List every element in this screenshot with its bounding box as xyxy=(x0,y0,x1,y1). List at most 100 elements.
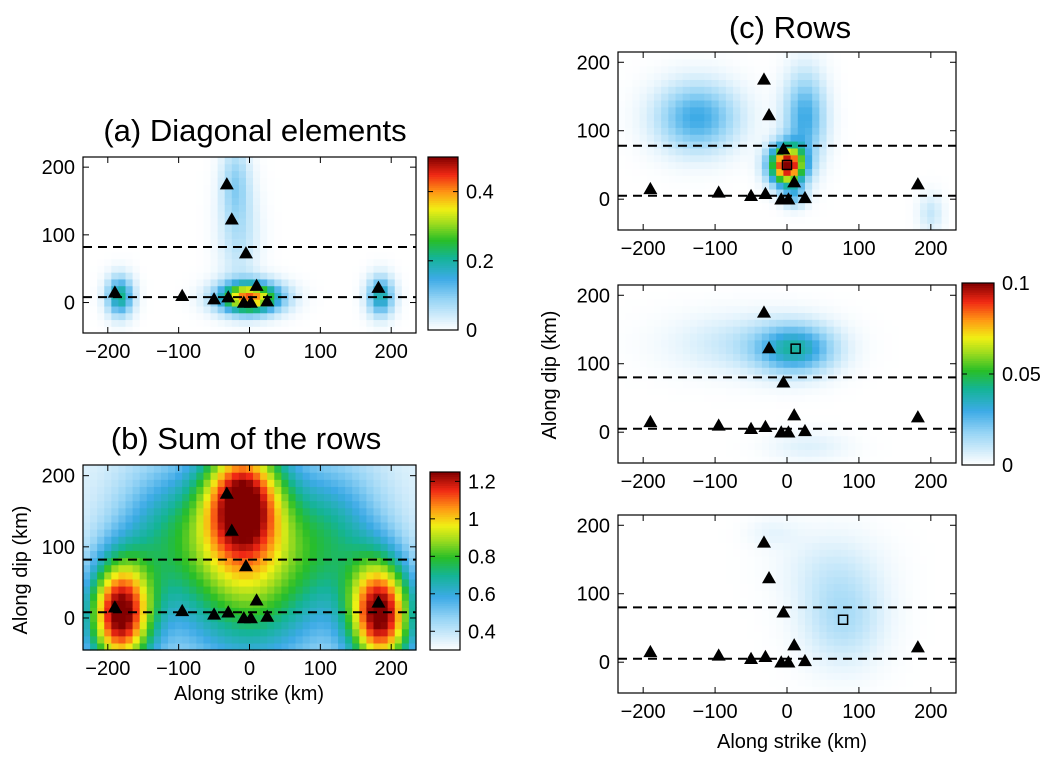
heatmap-cell xyxy=(675,449,684,457)
heatmap-cell xyxy=(281,521,290,530)
heatmap-cell xyxy=(210,238,219,246)
heatmap-cell xyxy=(295,550,304,559)
heatmap-cell xyxy=(345,177,353,185)
heatmap-cell xyxy=(912,65,921,74)
heatmap-cell xyxy=(682,305,691,313)
heatmap-cell xyxy=(725,79,734,87)
heatmap-cell xyxy=(697,312,705,320)
heatmap-cell xyxy=(898,435,907,444)
heatmap-cell xyxy=(394,500,403,509)
heatmap-cell xyxy=(689,428,698,437)
heatmap-cell xyxy=(260,177,268,185)
heatmap-cell xyxy=(104,231,112,239)
heatmap-cell xyxy=(146,536,155,544)
heatmap-cell xyxy=(862,113,871,122)
heatmap-cell xyxy=(797,312,806,320)
heatmap-cell xyxy=(769,161,777,169)
heatmap-cell xyxy=(761,456,770,464)
heatmap-cell xyxy=(718,52,727,60)
heatmap-cell xyxy=(175,507,183,516)
heatmap-cell xyxy=(884,374,892,382)
heatmap-cell xyxy=(401,529,410,537)
heatmap-cell xyxy=(90,642,98,651)
heatmap-cell xyxy=(826,360,835,368)
heatmap-cell xyxy=(196,543,205,551)
heatmap-cell xyxy=(146,578,155,587)
heatmap-cell xyxy=(394,157,403,165)
heatmap-cell xyxy=(812,168,820,176)
heatmap-cell xyxy=(380,578,389,587)
heatmap-cell xyxy=(316,238,325,246)
heatmap-cell xyxy=(689,161,698,169)
heatmap-cell xyxy=(927,291,936,300)
heatmap-cell xyxy=(783,319,792,327)
heatmap-cell xyxy=(718,291,727,300)
heatmap-cell xyxy=(661,120,669,128)
heatmap-cell xyxy=(338,211,346,219)
heatmap-cell xyxy=(288,292,297,300)
heatmap-cell xyxy=(394,557,403,566)
heatmap-cell xyxy=(380,251,389,260)
heatmap-cell xyxy=(309,500,318,509)
heatmap-cell xyxy=(175,493,183,502)
heatmap-cell xyxy=(295,231,304,239)
heatmap-cell xyxy=(182,564,190,573)
heatmap-cell xyxy=(153,550,162,559)
heatmap-cell xyxy=(761,394,770,402)
heatmap-cell xyxy=(819,65,828,74)
heatmap-cell xyxy=(168,170,176,178)
heatmap-cell xyxy=(189,292,197,300)
station-triangle xyxy=(260,609,275,622)
heatmap-cell xyxy=(725,449,734,457)
heatmap-cell xyxy=(401,245,410,253)
station-triangle xyxy=(776,142,791,155)
station-triangle xyxy=(243,295,258,308)
heatmap-cell xyxy=(898,380,907,389)
heatmap-cell xyxy=(653,305,662,313)
heatmap-cell xyxy=(146,319,155,327)
heatmap-cell xyxy=(302,585,311,594)
heatmap-cell xyxy=(111,170,120,178)
heatmap-cell xyxy=(352,493,360,502)
heatmap-cell xyxy=(345,224,353,233)
heatmap-cell xyxy=(668,134,677,142)
heatmap-cell xyxy=(653,93,662,101)
heatmap-cell xyxy=(394,224,403,233)
heatmap-cell xyxy=(118,231,127,239)
heatmap-cell xyxy=(111,163,120,172)
heatmap-cell xyxy=(267,157,275,165)
heatmap-cell xyxy=(189,500,197,509)
heatmap-cell xyxy=(869,285,878,293)
heatmap-cell xyxy=(618,106,626,115)
heatmap-cell xyxy=(323,211,332,219)
heatmap-cell xyxy=(675,319,684,327)
heatmap-cell xyxy=(625,456,633,464)
heatmap-cell xyxy=(790,360,799,368)
heatmap-cell xyxy=(747,147,756,156)
heatmap-cell xyxy=(833,442,842,450)
heatmap-cell xyxy=(833,195,842,204)
heatmap-cell xyxy=(783,394,792,402)
heatmap-cell xyxy=(884,154,892,163)
heatmap-cell xyxy=(238,231,247,239)
heatmap-cell xyxy=(812,401,820,409)
heatmap-cell xyxy=(898,161,907,169)
heatmap-cell xyxy=(618,421,626,430)
heatmap-cell xyxy=(359,543,368,551)
heatmap-cell xyxy=(373,543,382,551)
heatmap-cell xyxy=(646,326,655,334)
heatmap-cell xyxy=(876,285,885,293)
heatmap-cell xyxy=(408,285,417,293)
heatmap-cell xyxy=(97,258,105,266)
heatmap-cell xyxy=(160,319,169,327)
heatmap-cell xyxy=(245,278,254,287)
heatmap-cell xyxy=(812,387,820,396)
heatmap-cell xyxy=(704,72,713,80)
heatmap-cell xyxy=(394,204,403,212)
heatmap-cell xyxy=(862,58,871,67)
heatmap-cell xyxy=(83,635,91,644)
heatmap-cell xyxy=(891,106,900,115)
heatmap-cell xyxy=(891,449,900,457)
heatmap-cell xyxy=(675,168,684,176)
heatmap-cell xyxy=(132,578,141,587)
